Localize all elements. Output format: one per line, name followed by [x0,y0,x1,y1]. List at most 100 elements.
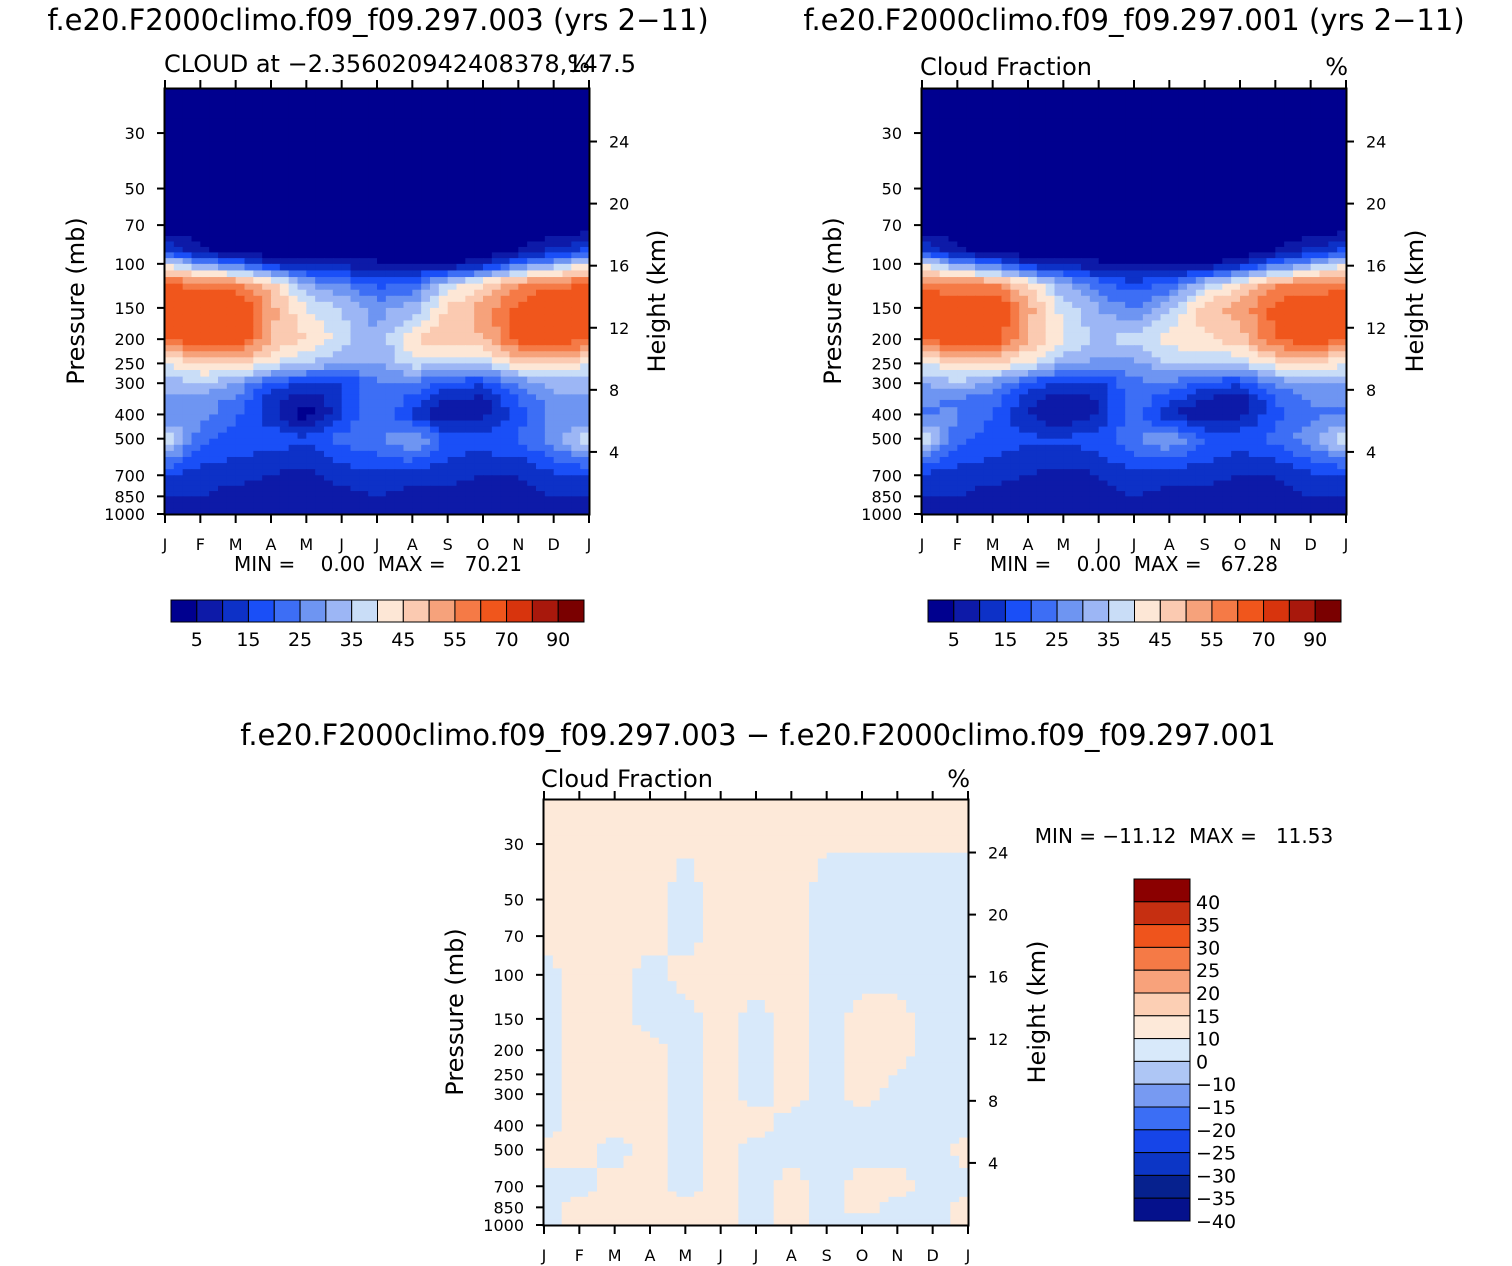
heatmap-cell [306,230,316,237]
heatmap-cell [1293,153,1303,160]
colorbar-label: 90 [546,629,570,651]
heatmap-cell [571,426,581,434]
heatmap-cell [306,314,316,321]
heatmap-cell [1054,252,1064,259]
heatmap-cell [1107,159,1117,166]
heatmap-cell [368,263,378,272]
heatmap-cell [218,491,228,497]
heatmap-cell [403,450,413,458]
heatmap-cell [438,263,449,272]
heatmap-cell [1310,159,1321,166]
heatmap-cell [939,230,950,237]
heatmap-cell [456,141,466,149]
heatmap-cell [271,351,281,358]
heatmap-cell [394,314,405,321]
heatmap-cell [297,438,307,446]
heatmap-cell [500,241,511,248]
heatmap-cell [262,414,272,422]
heatmap-cell [483,194,493,202]
heatmap-cell [975,89,985,96]
heatmap-cell [350,165,360,172]
heatmap-cell [447,188,458,196]
heatmap-cell [200,124,210,131]
panel-1-minmax: MIN = 0.00 MAX = 70.21 [234,552,522,576]
heatmap-cell [580,212,590,220]
heatmap-cell [341,475,352,482]
heatmap-cell [1125,165,1135,172]
heatmap-cell [562,345,572,352]
heatmap-cell [465,420,475,428]
heatmap-cell [385,283,396,291]
heatmap-cell [580,241,590,248]
heatmap-cell [474,170,484,178]
heatmap-cell [500,320,511,328]
heatmap-cell [226,357,237,364]
heatmap-cell [1010,263,1020,272]
heatmap-cell [939,170,950,178]
heatmap-cell [438,508,449,515]
heatmap-cell [359,496,369,503]
heatmap-cell [1001,89,1011,96]
heatmap-cell [966,124,976,131]
heatmap-cell [218,370,228,378]
heatmap-cell [553,246,564,253]
heatmap-cell [465,100,475,108]
heatmap-cell [1240,182,1250,190]
heatmap-cell [939,176,950,184]
heatmap-cell [271,320,281,328]
heatmap-cell [271,182,281,190]
heatmap-cell [948,182,958,190]
heatmap-cell [1045,219,1056,226]
heatmap-cell [394,307,405,315]
heatmap-cell [226,135,237,143]
heatmap-cell [182,407,193,416]
heatmap-cell [324,283,334,291]
heatmap-cell [297,407,307,416]
heatmap-cell [226,153,237,160]
heatmap-cell [377,444,387,452]
heatmap-cell [385,89,396,96]
heatmap-cell [1310,112,1321,119]
heatmap-cell [438,212,449,220]
heatmap-cell [332,200,343,208]
heatmap-cell [500,314,511,321]
heatmap-cell [983,219,994,226]
heatmap-cell [173,230,184,237]
heatmap-cell [235,89,246,96]
heatmap-cell [1240,236,1250,243]
heatmap-cell [474,246,484,253]
heatmap-cell [580,176,590,184]
heatmap-cell [324,212,334,220]
heatmap-cell [536,129,546,137]
heatmap-cell [253,502,263,509]
heatmap-cell [297,100,307,108]
heatmap-cell [377,388,387,395]
heatmap-cell [271,100,281,108]
heatmap-cell [1328,236,1338,243]
heatmap-cell [191,388,201,395]
heatmap-cell [244,351,254,358]
heatmap-cell [1045,135,1056,143]
heatmap-cell [332,225,343,232]
heatmap-cell [235,326,246,334]
colorbar-label: 55 [443,629,467,651]
heatmap-cell [562,351,572,358]
heatmap-cell [580,444,590,452]
heatmap-cell [1098,200,1109,208]
heatmap-cell [173,176,184,184]
heatmap-cell [182,94,193,102]
heatmap-cell [412,326,422,334]
heatmap-cell [465,159,475,166]
heatmap-cell [483,351,493,358]
heatmap-cell [580,147,590,155]
heatmap-cell [209,463,219,470]
heatmap-cell [1337,200,1347,208]
heatmap-cell [412,420,422,428]
heatmap-cell [456,376,466,384]
heatmap-cell [306,241,316,248]
heatmap-cell [173,236,184,243]
heatmap-cell [341,230,352,237]
heatmap-cell [1010,170,1020,178]
heatmap-cell [992,230,1003,237]
heatmap-cell [191,165,201,172]
